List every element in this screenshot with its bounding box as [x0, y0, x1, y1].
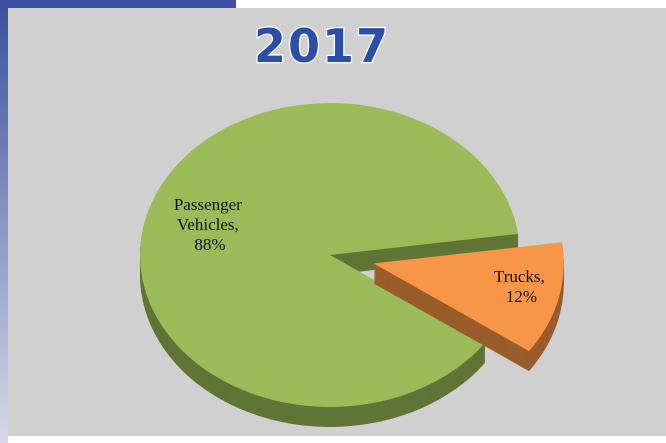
side-strip — [0, 0, 8, 443]
data-label: Passenger Vehicles, 88% — [174, 195, 246, 254]
data-label: Trucks, 12% — [494, 267, 549, 306]
top-bar — [0, 0, 236, 8]
pie-slice — [373, 242, 564, 352]
pie-slice — [140, 102, 519, 407]
chart-title: 2017 — [254, 19, 390, 73]
